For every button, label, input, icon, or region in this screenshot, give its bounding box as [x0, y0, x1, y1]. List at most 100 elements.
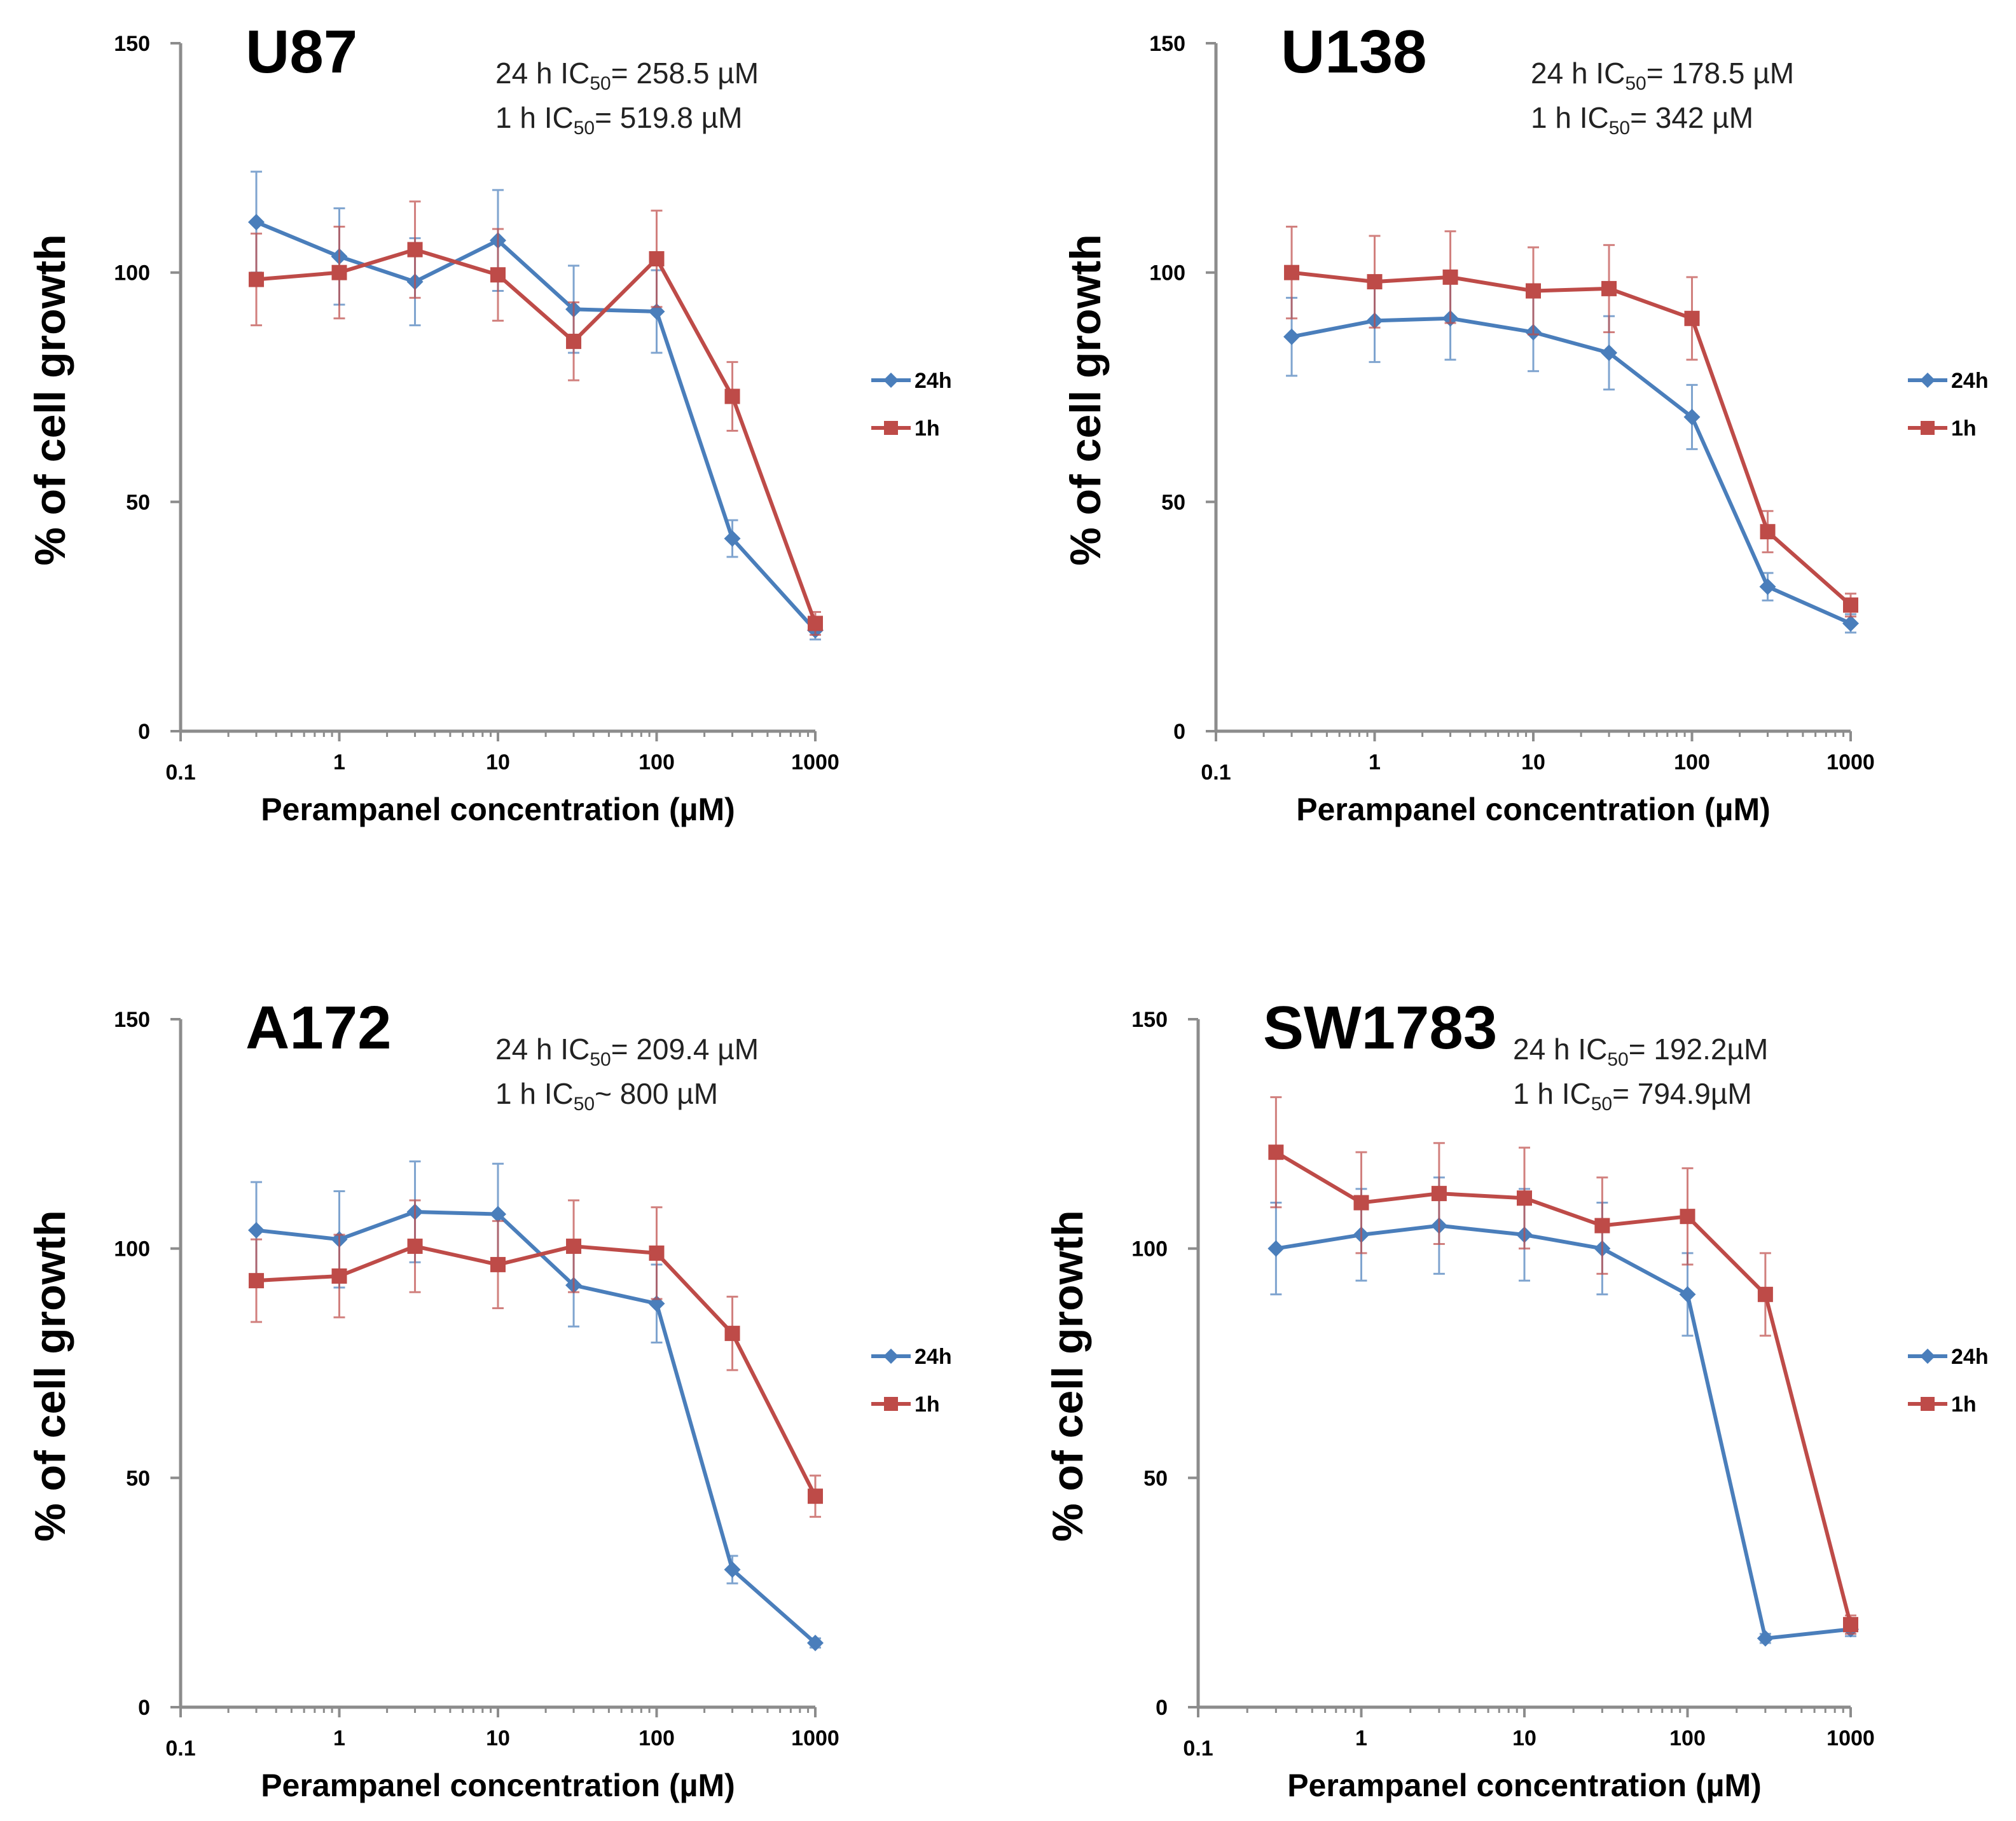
- ic50-prefix: 24 h IC: [495, 57, 590, 90]
- x-tick-label: 1: [1355, 1726, 1367, 1750]
- legend-label: 1h: [915, 416, 940, 441]
- legend-marker: [1921, 421, 1935, 435]
- x-tick-label: 0.1: [1201, 760, 1231, 785]
- series-line-24h: [1275, 1223, 1851, 1640]
- ic50-prefix: 24 h IC: [495, 1033, 590, 1066]
- data-point-1h: [566, 333, 582, 349]
- chart-panel-u87: 0 50 100 150 0.1 1 10 100 1000 Perampanel concent…: [26, 18, 952, 827]
- legend-marker: [1920, 373, 1935, 388]
- legend-item-1h: 1h: [871, 1392, 940, 1417]
- x-tick-label: 100: [1674, 750, 1710, 774]
- data-point-1h: [1284, 265, 1300, 280]
- ic50-prefix: 24 h IC: [1531, 57, 1625, 90]
- ic50-prefix: 1 h IC: [1513, 1077, 1591, 1110]
- series-line-24h: [255, 220, 817, 632]
- ic50-value: = 258.5 µM: [611, 57, 759, 90]
- data-point-24h: [1283, 328, 1301, 345]
- data-point-24h: [724, 1561, 741, 1578]
- y-axis-label: % of cell growth: [26, 1210, 74, 1541]
- data-point-1h: [1431, 1186, 1447, 1202]
- x-axis-label: Perampanel concentration (µM): [1287, 1768, 1762, 1803]
- ic50-prefix: 1 h IC: [495, 101, 574, 134]
- y-tick-label: 150: [114, 32, 150, 56]
- series-line-1h: [1291, 270, 1852, 607]
- ic50-value: = 342 µM: [1630, 101, 1753, 134]
- x-tick-label: 0.1: [165, 1736, 195, 1761]
- ic50-annotation: 1 h IC50~ 800 µM: [495, 1077, 718, 1115]
- y-tick-label: 100: [114, 1237, 150, 1261]
- ic50-annotation: 24 h IC50= 209.4 µM: [495, 1033, 759, 1070]
- legend-label: 1h: [1951, 416, 1977, 441]
- x-tick-label: 10: [1521, 750, 1545, 774]
- ic50-subscript: 50: [1591, 1094, 1612, 1115]
- x-tick-label: 10: [1512, 1726, 1536, 1750]
- legend-label: 1h: [1951, 1392, 1977, 1417]
- legend-marker: [883, 373, 899, 388]
- x-tick-label: 10: [486, 1726, 510, 1750]
- y-tick-label: 150: [1131, 1008, 1168, 1032]
- data-point-1h: [1843, 1617, 1858, 1633]
- x-tick-label: 1000: [1826, 750, 1875, 774]
- data-point-24h: [807, 1635, 824, 1652]
- y-tick-label: 50: [126, 1466, 150, 1490]
- ic50-prefix: 24 h IC: [1513, 1033, 1607, 1066]
- data-point-1h: [249, 271, 265, 287]
- legend-item-24h: 24h: [1908, 1345, 1989, 1369]
- x-tick-label: 100: [1669, 1726, 1706, 1750]
- data-point-1h: [1684, 310, 1700, 326]
- x-tick-label: 1000: [1826, 1726, 1875, 1750]
- data-point-1h: [1367, 274, 1383, 290]
- legend-item-24h: 24h: [871, 369, 952, 393]
- data-point-24h: [1683, 408, 1701, 425]
- data-point-1h: [331, 265, 347, 280]
- y-tick-label: 100: [1131, 1237, 1168, 1261]
- ic50-annotation: 1 h IC50= 519.8 µM: [495, 101, 742, 139]
- legend-item-24h: 24h: [1908, 369, 1989, 393]
- data-point-24h: [1601, 344, 1618, 361]
- legend-label: 24h: [915, 369, 952, 393]
- data-point-1h: [1353, 1195, 1369, 1211]
- legend-marker: [883, 1349, 899, 1364]
- data-point-24h: [1757, 1630, 1774, 1647]
- ic50-value: ~ 800 µM: [595, 1077, 718, 1110]
- chart-panel-u138: 0 50 100 150 0.1 1 10 100 1000 Perampanel concent…: [1061, 18, 1989, 827]
- data-point-1h: [1757, 1286, 1773, 1302]
- ic50-subscript: 50: [590, 1049, 611, 1070]
- legend-item-1h: 1h: [871, 416, 940, 441]
- ic50-value: = 178.5 µM: [1647, 57, 1794, 90]
- series-line-1h: [256, 1244, 817, 1497]
- y-tick-label: 50: [1161, 490, 1185, 514]
- data-point-1h: [1843, 597, 1858, 613]
- data-point-1h: [1601, 280, 1617, 296]
- y-tick-label: 0: [138, 1696, 150, 1720]
- data-point-1h: [1680, 1209, 1695, 1225]
- x-tick-label: 1000: [791, 750, 839, 774]
- legend-label: 24h: [915, 1345, 952, 1369]
- ic50-annotation: 24 h IC50= 178.5 µM: [1531, 57, 1794, 94]
- data-point-24h: [1267, 1240, 1285, 1257]
- y-tick-label: 150: [1149, 32, 1185, 56]
- y-tick-label: 150: [114, 1008, 150, 1032]
- legend-marker: [884, 421, 898, 435]
- legend-label: 24h: [1951, 1345, 1989, 1369]
- ic50-value: = 794.9µM: [1612, 1077, 1752, 1110]
- x-tick-label: 100: [639, 750, 675, 774]
- data-point-1h: [1517, 1190, 1532, 1206]
- panel-title: U138: [1281, 18, 1427, 86]
- legend-marker: [1920, 1349, 1935, 1364]
- ic50-annotation: 24 h IC50= 192.2µM: [1513, 1033, 1768, 1070]
- ic50-annotation: 24 h IC50= 258.5 µM: [495, 57, 759, 94]
- ic50-prefix: 1 h IC: [495, 1077, 574, 1110]
- x-tick-label: 0.1: [1183, 1736, 1213, 1761]
- x-tick-label: 1000: [791, 1726, 839, 1750]
- chart-panel-sw1783: 0 50 100 150 0.1 1 10 100 1000 Perampanel concent…: [1044, 994, 1989, 1803]
- data-point-24h: [248, 1221, 265, 1239]
- data-point-1h: [649, 251, 665, 267]
- x-axis-label: Perampanel concentration (µM): [261, 792, 735, 827]
- x-tick-label: 0.1: [165, 760, 195, 785]
- panel-title: A172: [245, 994, 392, 1062]
- data-point-1h: [331, 1268, 347, 1284]
- ic50-annotation: 1 h IC50= 342 µM: [1531, 101, 1753, 139]
- data-point-24h: [1842, 615, 1859, 632]
